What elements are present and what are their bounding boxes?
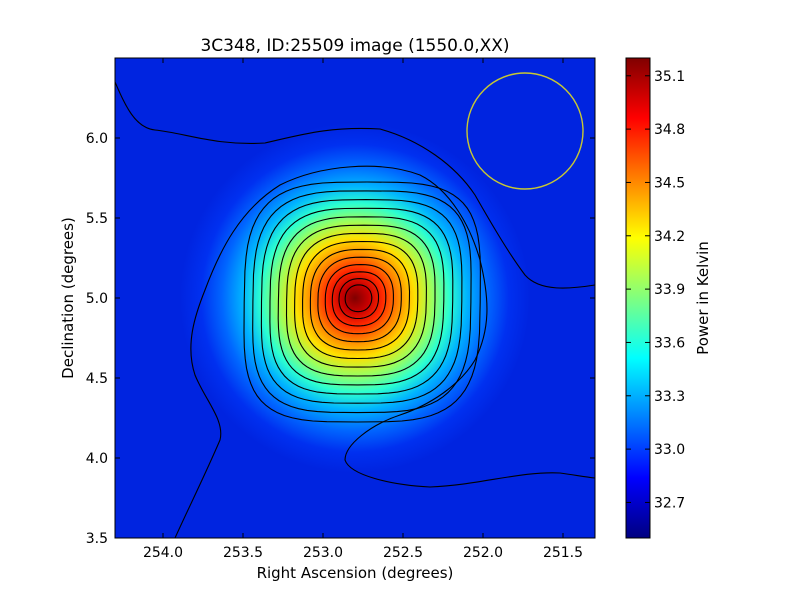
y-tick-label: 6.0 — [86, 131, 108, 147]
beam-circle — [466, 72, 584, 190]
contour-ring — [285, 224, 436, 377]
x-axis: 254.0 253.5 253.0 252.5 252.0 251.5 — [143, 58, 583, 561]
x-axis-label: Right Ascension (degrees) — [257, 564, 454, 582]
heatmap-image — [115, 58, 595, 538]
contour-ring — [324, 264, 394, 335]
contour-ring — [243, 181, 481, 423]
colorbar-tick-label: 33.6 — [654, 335, 685, 351]
x-tick-label: 253.0 — [303, 545, 343, 561]
contour-ring — [252, 190, 472, 414]
y-axis-label: Declination (degrees) — [59, 217, 77, 379]
colorbar-tick-label: 33.3 — [654, 389, 685, 405]
contour-rings — [243, 181, 481, 423]
y-tick-label: 5.0 — [86, 291, 108, 307]
colorbar-tick-label: 35.1 — [654, 69, 685, 85]
colorbar-ticks: 32.7 33.0 33.3 33.6 33.9 34.2 34.5 34.8 35.1 — [626, 69, 685, 511]
x-tick-label: 254.0 — [143, 545, 183, 561]
x-tick-label: 253.5 — [223, 545, 263, 561]
contour-ring — [302, 240, 419, 360]
contour-ring — [277, 216, 445, 386]
contour-ring — [294, 232, 427, 368]
chart-title: 3C348, ID:25509 image (1550.0,XX) — [200, 36, 509, 56]
colorbar — [625, 57, 651, 539]
y-tick-label: 5.5 — [86, 211, 108, 227]
y-axis: 3.5 4.0 4.5 5.0 5.5 6.0 — [86, 131, 595, 547]
contour-ring — [331, 271, 387, 327]
contour-outer-top — [115, 81, 595, 289]
contour-ring — [344, 284, 373, 313]
contour-ring — [317, 256, 402, 343]
contour-ring — [269, 207, 454, 395]
colorbar-tick-label: 34.8 — [654, 122, 685, 138]
x-tick-label: 251.5 — [543, 545, 583, 561]
y-tick-label: 4.5 — [86, 371, 108, 387]
colorbar-tick-label: 34.5 — [654, 175, 685, 191]
colorbar-tick-label: 33.0 — [654, 442, 685, 458]
contour-ring — [260, 199, 463, 404]
x-tick-label: 252.5 — [383, 545, 423, 561]
colorbar-tick-label: 32.7 — [654, 495, 685, 511]
colorbar-tick-label: 33.9 — [654, 282, 685, 298]
contour-ring — [309, 248, 411, 351]
colorbar-label: Power in Kelvin — [694, 241, 712, 355]
x-tick-label: 252.0 — [463, 545, 503, 561]
y-tick-label: 3.5 — [86, 531, 108, 547]
y-tick-label: 4.0 — [86, 451, 108, 467]
contour-lines — [115, 81, 595, 538]
colorbar-tick-label: 34.2 — [654, 229, 685, 245]
contour-outer-mid — [174, 165, 595, 538]
contour-ring — [338, 278, 380, 320]
